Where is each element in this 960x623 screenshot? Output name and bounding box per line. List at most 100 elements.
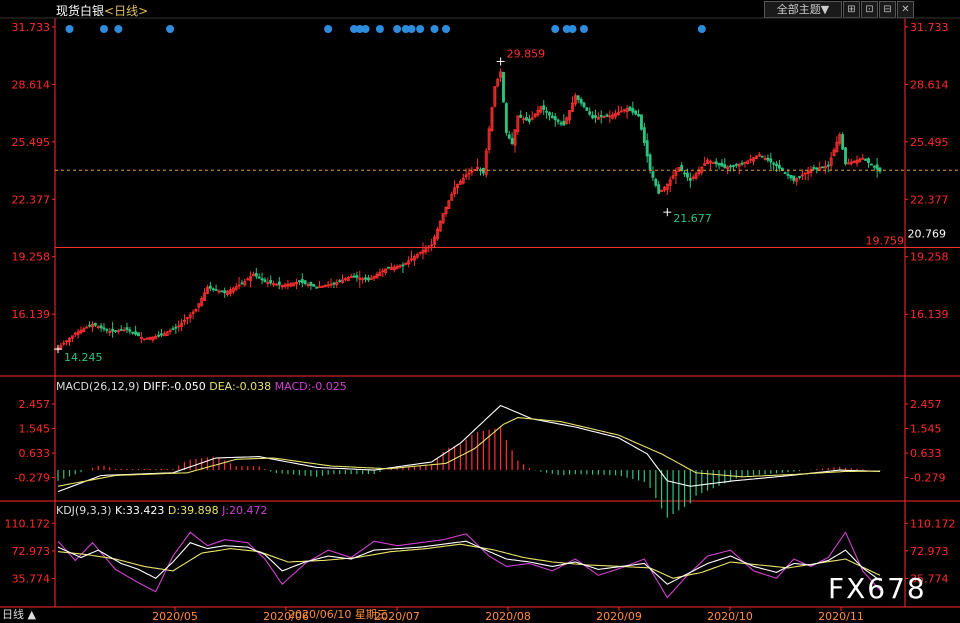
event-marker[interactable]	[166, 25, 175, 33]
candle	[254, 267, 258, 280]
candle-body	[165, 331, 169, 337]
candle-body	[573, 95, 577, 105]
candle	[220, 290, 224, 293]
candle-body	[91, 323, 94, 328]
layout-grid-button[interactable]: ⊞	[843, 1, 860, 18]
candle-body	[194, 308, 198, 312]
event-marker[interactable]	[568, 25, 577, 33]
period-tab[interactable]: 日线 ▲	[2, 608, 36, 621]
candle	[355, 271, 359, 282]
high-annotation: 29.859	[507, 47, 545, 60]
event-marker[interactable]	[551, 25, 560, 33]
candle	[499, 68, 503, 83]
candle	[798, 176, 801, 180]
candle-body	[835, 141, 839, 153]
candle-body	[70, 335, 74, 339]
candle-body	[777, 165, 781, 169]
candle-body	[277, 281, 281, 286]
candle-body	[254, 273, 258, 277]
event-marker[interactable]	[99, 25, 108, 33]
candle	[364, 274, 367, 283]
kdj-tick-label-left-2: 35.774	[12, 572, 51, 585]
candle-body	[76, 331, 80, 336]
instrument-name: 现货白银	[56, 4, 105, 18]
event-marker[interactable]	[324, 25, 333, 33]
candle-body	[832, 149, 836, 157]
event-marker[interactable]	[355, 25, 364, 33]
candle	[122, 327, 126, 332]
event-marker[interactable]	[350, 25, 359, 33]
candle-body	[338, 280, 342, 283]
price-tick-label-left-5: 16.139	[12, 308, 51, 321]
candle-body	[855, 159, 859, 164]
candle-body	[93, 323, 97, 326]
low-annotation-1: 14.245	[64, 351, 103, 364]
candle	[763, 154, 767, 161]
event-marker[interactable]	[361, 25, 370, 33]
candle	[137, 332, 140, 337]
candle	[102, 323, 106, 332]
candle	[82, 326, 86, 333]
candle-body	[99, 325, 103, 329]
candle	[234, 282, 238, 292]
candle	[444, 206, 448, 218]
candle-body	[568, 110, 572, 121]
candle-body	[617, 111, 620, 116]
candle-body	[694, 173, 698, 179]
candle	[484, 147, 488, 178]
candle-body	[548, 112, 551, 116]
event-marker[interactable]	[114, 25, 123, 33]
event-marker[interactable]	[393, 25, 402, 33]
candle	[835, 136, 839, 153]
period-label[interactable]: <日线>	[104, 4, 149, 18]
candle-body	[668, 179, 672, 186]
candle	[585, 106, 589, 111]
instrument-title: 现货白银<日线>	[56, 2, 148, 19]
candle	[329, 278, 333, 288]
candle	[430, 238, 434, 252]
candle-body	[335, 281, 339, 286]
candle	[88, 321, 92, 328]
candle-body	[206, 286, 209, 294]
theme-dropdown-button[interactable]: 全部主题▼	[764, 1, 842, 18]
candle-body	[372, 275, 376, 279]
candle	[292, 282, 296, 287]
candle	[533, 113, 537, 119]
event-marker[interactable]	[430, 25, 439, 33]
candle	[418, 251, 422, 256]
candle-body	[525, 117, 528, 121]
candle-body	[421, 250, 425, 254]
event-marker[interactable]	[442, 25, 451, 33]
candle	[433, 234, 436, 248]
candle-body	[263, 279, 267, 283]
minimize-button[interactable]: ⊟	[879, 1, 896, 18]
candle	[832, 147, 836, 157]
candle	[694, 171, 698, 181]
event-marker[interactable]	[562, 25, 571, 33]
candle	[573, 92, 577, 107]
event-marker[interactable]	[65, 25, 74, 33]
event-marker[interactable]	[375, 25, 384, 33]
candle-body	[134, 331, 138, 335]
event-marker[interactable]	[407, 25, 416, 33]
candle	[872, 165, 876, 171]
candle-body	[243, 280, 247, 286]
candle	[789, 174, 793, 181]
event-marker[interactable]	[697, 25, 706, 33]
candle	[479, 167, 482, 176]
event-markers	[65, 25, 706, 33]
candle-body	[323, 285, 327, 288]
candle-body	[614, 113, 618, 117]
price-tick-label-left-0: 31.733	[12, 21, 51, 34]
macd-legend-dea: DEA:-0.038	[209, 380, 272, 393]
event-marker[interactable]	[579, 25, 588, 33]
event-marker[interactable]	[401, 25, 410, 33]
candle-body	[197, 303, 201, 308]
price-tick-label-right-5: 16.139	[910, 308, 949, 321]
candle	[162, 330, 166, 337]
candle-body	[749, 158, 753, 161]
event-marker[interactable]	[416, 25, 425, 33]
low-annotation-2: 21.677	[673, 212, 712, 225]
